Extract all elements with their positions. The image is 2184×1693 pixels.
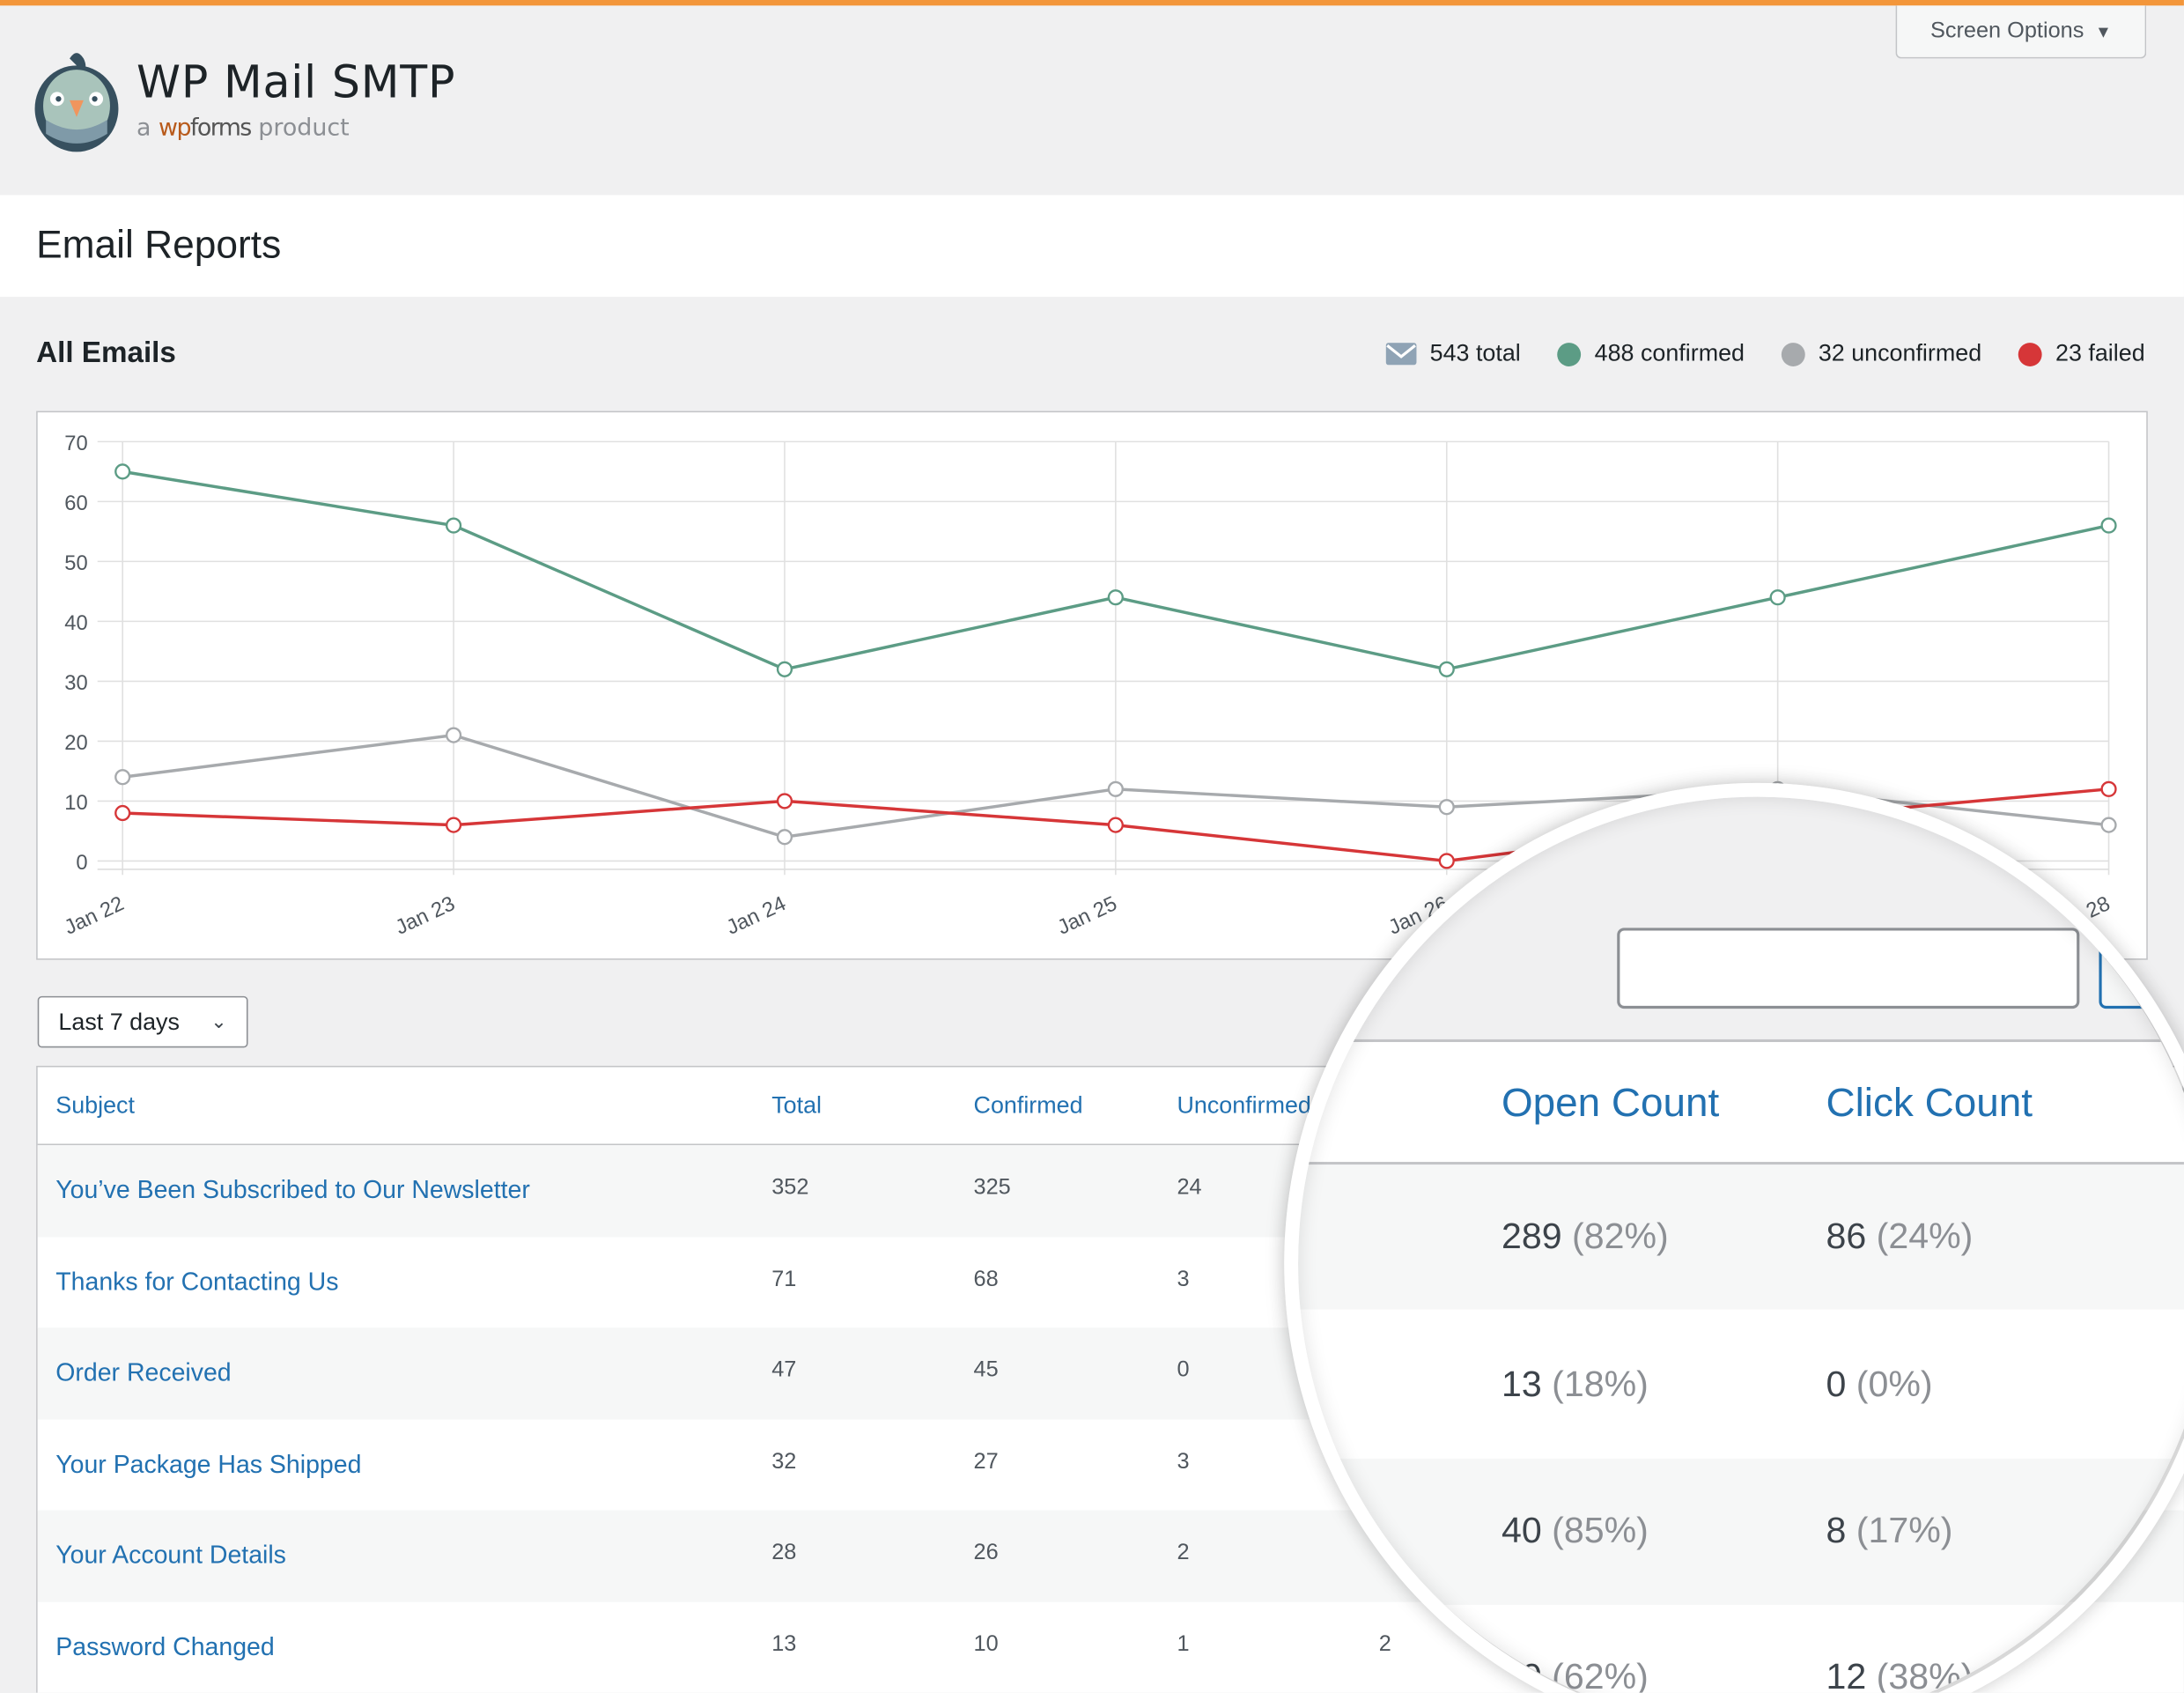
y-tick-label: 40: [64, 612, 87, 635]
chevron-down-icon: ⌄: [210, 1009, 227, 1032]
subject-link[interactable]: Password Changed: [55, 1632, 275, 1661]
subject-link[interactable]: Thanks for Contacting Us: [55, 1267, 339, 1296]
confirmed-point: [114, 463, 131, 480]
period-select[interactable]: Last 7 days ⌄: [37, 995, 248, 1048]
caret-down-icon: ▼: [2095, 21, 2112, 41]
subject-link[interactable]: Your Account Details: [55, 1541, 286, 1570]
x-tick-label: Jan 22: [61, 892, 128, 940]
y-tick-label: 60: [64, 492, 87, 515]
col-confirmed[interactable]: Confirmed: [973, 1091, 1083, 1120]
section-title: All Emails: [36, 336, 176, 370]
envelope-icon: [1385, 343, 1416, 366]
confirmed-cell: 26: [973, 1541, 999, 1565]
subject-link[interactable]: Your Package Has Shipped: [55, 1450, 362, 1478]
confirmed-point: [1107, 589, 1124, 606]
unconfirmed-dot-icon: [1781, 342, 1805, 366]
brand-title: WP Mail SMTP: [136, 55, 456, 109]
col-total[interactable]: Total: [771, 1091, 823, 1120]
total-cell: 28: [771, 1541, 797, 1565]
failed-dot-icon: [2018, 342, 2042, 366]
failed-point: [1107, 817, 1124, 833]
x-tick-label: Jan 25: [1054, 892, 1121, 940]
title-bar: [0, 195, 2184, 297]
screen-options-button[interactable]: Screen Options ▼: [1895, 5, 2147, 59]
total-cell: 71: [771, 1267, 797, 1291]
y-tick-label: 20: [64, 732, 87, 755]
confirmed-cell: 27: [973, 1450, 999, 1475]
unconfirmed-point: [445, 727, 462, 743]
total-cell: 47: [771, 1358, 797, 1383]
unconfirmed-cell: 0: [1177, 1358, 1190, 1383]
x-tick-label: Jan 24: [723, 892, 790, 940]
subject-link[interactable]: Order Received: [55, 1358, 232, 1386]
confirmed-cell: 325: [973, 1175, 1011, 1200]
total-cell: 32: [771, 1450, 797, 1475]
page-title: Email Reports: [36, 223, 282, 267]
y-tick-label: 30: [64, 672, 87, 695]
confirmed-point: [2100, 517, 2117, 534]
subject-link[interactable]: You’ve Been Subscribed to Our Newsletter: [55, 1175, 530, 1204]
confirmed-point: [1438, 661, 1455, 677]
unconfirmed-point: [114, 769, 131, 786]
confirmed-cell: 10: [973, 1632, 999, 1657]
failed-point: [445, 817, 462, 833]
total-cell: 13: [771, 1632, 797, 1657]
unconfirmed-cell: 2: [1177, 1541, 1190, 1565]
confirmed-cell: 68: [973, 1267, 999, 1291]
y-tick-label: 50: [64, 552, 87, 575]
unconfirmed-cell: 24: [1177, 1175, 1202, 1200]
unconfirmed-cell: 3: [1177, 1450, 1190, 1475]
chart-legend: 543 total 488 confirmed 32 unconfirmed 2…: [1385, 340, 2145, 368]
top-accent-bar: [0, 0, 2184, 6]
header-divider: [37, 1143, 2184, 1146]
failed-point: [114, 804, 131, 822]
confirmed-cell: 45: [973, 1358, 999, 1383]
x-tick-label: Jan 23: [392, 892, 459, 940]
confirmed-point: [1769, 589, 1786, 606]
confirmed-point: [445, 517, 462, 534]
unconfirmed-point: [1107, 780, 1124, 797]
failed-point: [776, 793, 793, 810]
unconfirmed-cell: 1: [1177, 1632, 1190, 1657]
unconfirmed-point: [776, 829, 793, 846]
brand-tagline: a wpforms product: [136, 114, 350, 143]
pigeon-logo-icon: [34, 53, 119, 152]
confirmed-point: [776, 661, 793, 677]
confirmed-dot-icon: [1556, 342, 1581, 366]
col-subject[interactable]: Subject: [55, 1091, 135, 1120]
y-tick-label: 10: [64, 792, 87, 815]
y-tick-label: 0: [76, 852, 87, 875]
total-cell: 352: [771, 1175, 809, 1200]
y-tick-label: 70: [64, 432, 87, 455]
unconfirmed-cell: 3: [1177, 1267, 1190, 1291]
col-unconfirmed[interactable]: Unconfirmed: [1177, 1091, 1311, 1120]
